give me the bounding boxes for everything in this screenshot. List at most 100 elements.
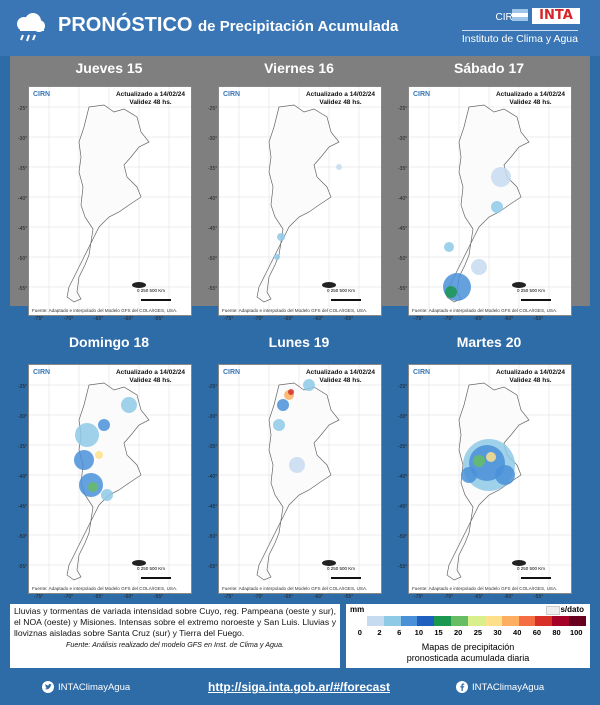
longitude-label: -70°	[444, 316, 454, 322]
legend-swatch	[400, 616, 418, 626]
latitude-label: -55°	[18, 564, 28, 570]
latitude-label: -40°	[18, 196, 28, 202]
scale-bar	[141, 299, 171, 301]
precipitation-area	[88, 482, 98, 492]
malvinas-islands	[322, 282, 336, 288]
map-validity: Actualizado a 14/02/24 Validez 48 hs.	[305, 91, 375, 106]
longitude-label: -65°	[94, 594, 104, 600]
longitude-label: -65°	[284, 316, 294, 322]
institute-label: Instituto de Clima y Agua	[461, 30, 578, 45]
twitter-link[interactable]: INTAClimayAgua	[58, 682, 131, 693]
legend-tick: 6	[397, 628, 402, 637]
longitude-label: -55°	[344, 594, 354, 600]
scale-bar	[521, 577, 551, 579]
latitude-label: -50°	[18, 534, 28, 540]
precipitation-area	[303, 379, 315, 391]
precipitation-area	[444, 242, 454, 252]
precipitation-area	[274, 254, 280, 260]
longitude-label: -55°	[534, 316, 544, 322]
map-source: Fuente: Adaptado e interpolado del Model…	[222, 586, 368, 591]
rain-cloud-icon	[17, 13, 45, 42]
legend-tick: 40	[513, 628, 522, 637]
panel-day-title: Sábado 17	[453, 60, 525, 76]
malvinas-islands	[132, 560, 146, 566]
longitude-label: -75°	[34, 594, 44, 600]
latitude-label: -30°	[398, 414, 408, 420]
argentina-outline	[256, 104, 340, 303]
precipitation-map: CIRN Actualizado a 14/02/24 Validez 48 hs.…	[28, 364, 192, 594]
legend-swatch	[350, 616, 367, 626]
longitude-label: -60°	[124, 594, 134, 600]
map-panel: Jueves 15 CIRN Actualizado a 14/02/24 Valid…	[18, 60, 200, 324]
longitude-label: -70°	[444, 594, 454, 600]
latitude-label: -50°	[208, 256, 218, 262]
precipitation-area	[486, 452, 496, 462]
map-source: Fuente: Adaptado e interpolado del Model…	[412, 308, 558, 313]
summary-text: Lluvias y tormentas de variada intensida…	[14, 606, 336, 638]
precipitation-area	[121, 397, 137, 413]
legend-swatch	[468, 616, 485, 626]
longitude-label: -55°	[344, 316, 354, 322]
precipitation-map: CIRN Actualizado a 14/02/24 Validez 48 hs.…	[28, 86, 192, 316]
legend-swatch	[569, 616, 587, 626]
precipitation-area	[443, 273, 471, 301]
cirn-mini-logo: CIRN	[33, 369, 51, 376]
longitude-label: -75°	[224, 594, 234, 600]
legend-tick: 2	[377, 628, 382, 637]
cirn-mini-logo: CIRN	[413, 369, 431, 376]
scale-labels: 0 250 500 Km	[137, 566, 166, 571]
longitude-label: -60°	[314, 316, 324, 322]
latitude-label: -45°	[398, 226, 408, 232]
precipitation-area	[445, 286, 457, 298]
latitude-label: -35°	[208, 444, 218, 450]
precipitation-area	[473, 455, 485, 467]
legend-unit: mm	[350, 605, 365, 614]
latitude-label: -40°	[208, 474, 218, 480]
latitude-label: -45°	[208, 504, 218, 510]
longitude-label: -75°	[224, 316, 234, 322]
scale-labels: 0 250 500 Km	[137, 288, 166, 293]
legend-swatch	[552, 616, 570, 626]
latitude-label: -45°	[18, 226, 28, 232]
forecast-url-link[interactable]: http://siga.inta.gob.ar/#/forecast	[208, 680, 391, 694]
panel-day-title: Martes 20	[456, 334, 522, 350]
argentina-outline	[66, 104, 150, 303]
longitude-label: -75°	[414, 594, 424, 600]
precipitation-area	[461, 467, 477, 483]
latitude-label: -45°	[208, 226, 218, 232]
legend-swatch	[451, 616, 469, 626]
longitude-label: -75°	[414, 316, 424, 322]
footer: INTAClimayAgua http://siga.inta.gob.ar/#…	[0, 672, 600, 705]
legend-no-data: s/dato	[560, 605, 584, 614]
map-panel: Sábado 17 CIRN Actualizado a 14/02/24 Valid…	[398, 60, 580, 324]
precipitation-area	[277, 233, 285, 241]
latitude-label: -30°	[208, 414, 218, 420]
longitude-label: -60°	[314, 594, 324, 600]
latitude-label: -25°	[208, 384, 218, 390]
precipitation-map: CIRN Actualizado a 14/02/24 Validez 48 hs.…	[218, 364, 382, 594]
precipitation-area	[277, 399, 289, 411]
latitude-label: -30°	[18, 136, 28, 142]
facebook-link[interactable]: INTAClimayAgua	[472, 682, 545, 693]
longitude-label: -65°	[474, 594, 484, 600]
legend-tick: 100	[569, 628, 583, 637]
latitude-label: -55°	[208, 286, 218, 292]
latitude-label: -40°	[208, 196, 218, 202]
facebook-icon	[456, 681, 468, 693]
inta-logo: INTA	[532, 8, 580, 24]
latitude-label: -25°	[18, 384, 28, 390]
map-validity: Actualizado a 14/02/24 Validez 48 hs.	[495, 369, 565, 384]
legend-tick: 15	[434, 628, 443, 637]
legend-caption: Mapas de precipitación pronosticada acum…	[406, 642, 530, 663]
longitude-label: -70°	[254, 316, 264, 322]
precipitation-map: CIRN Actualizado a 14/02/24 Validez 48 hs.…	[408, 86, 572, 316]
precipitation-area	[95, 451, 103, 459]
latitude-label: -35°	[398, 166, 408, 172]
latitude-label: -40°	[18, 474, 28, 480]
precipitation-legend: mm s/dato 0 2 6 10 15 20 25 30 40 60 80 100 Mapas d…	[346, 604, 590, 668]
precipitation-area	[288, 389, 294, 395]
longitude-label: -55°	[154, 316, 164, 322]
precipitation-area	[491, 167, 511, 187]
latitude-label: -50°	[398, 256, 408, 262]
malvinas-islands	[132, 282, 146, 288]
